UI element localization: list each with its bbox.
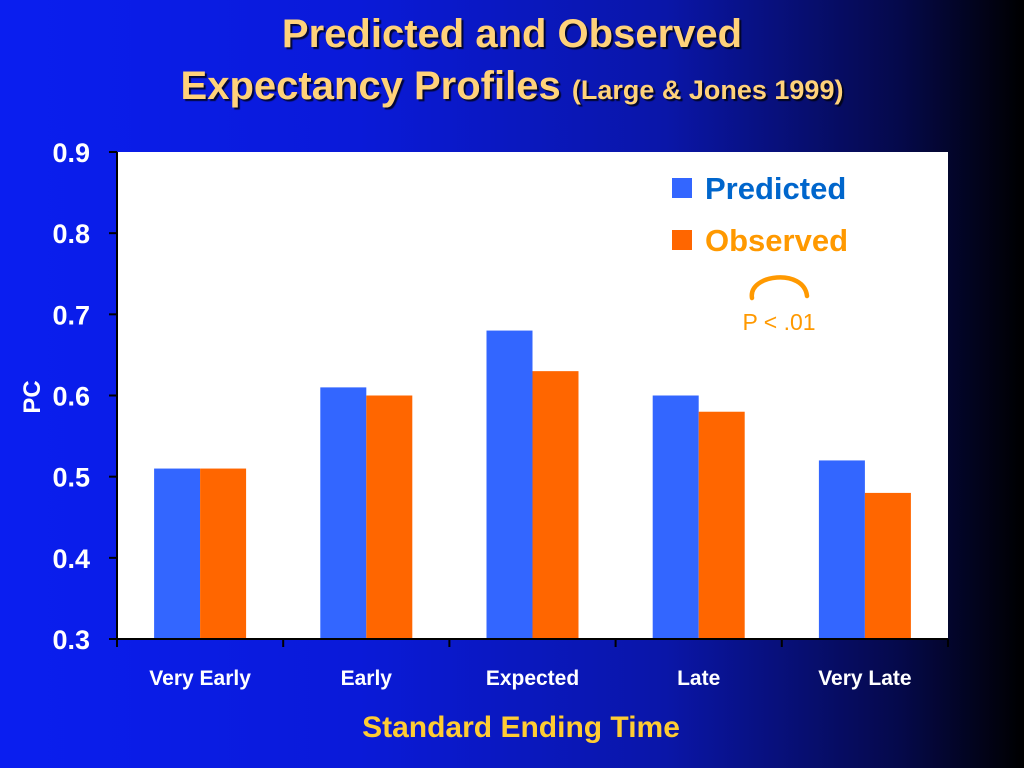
bar-predicted-late: [652, 395, 699, 639]
slide-title-reference: (Large & Jones 1999): [571, 75, 844, 105]
legend: Predicted Observed: [672, 171, 848, 258]
slide-title-line-1: Predicted and Observed: [281, 12, 743, 56]
y-tick-label: 0.9: [52, 138, 90, 168]
y-tick-label: 0.4: [52, 544, 90, 574]
x-tick-label: Very Early: [149, 667, 251, 690]
legend-swatch-predicted: [672, 178, 692, 198]
legend-label-observed: Observed: [705, 223, 848, 258]
y-tick-label: 0.5: [52, 463, 90, 493]
bar-predicted-expected: [486, 330, 533, 639]
bar-predicted-very-early: [154, 468, 201, 639]
bar-observed-very-early: [200, 468, 247, 639]
bar-observed-late: [698, 411, 745, 639]
bar-predicted-early: [320, 387, 367, 639]
x-axis-label: Standard Ending Time: [362, 711, 680, 744]
significance-bracket-icon: [749, 275, 810, 301]
y-tick-label: 0.6: [52, 382, 90, 412]
significance-annotation: P < .01: [742, 309, 815, 335]
y-tick-label: 0.8: [52, 219, 90, 249]
x-tick-label: Very Late: [818, 667, 911, 690]
axes-group: Very Early Early Expected Late Very Late 0.3 0…: [52, 138, 949, 690]
x-tick-label: Expected: [486, 667, 579, 690]
bar-observed-early: [366, 395, 413, 639]
y-axis-label: PC: [19, 380, 46, 413]
slide-title-line-2: Expectancy Profiles (Large & Jones 1999): [0, 62, 1024, 114]
y-tick-label: 0.3: [52, 625, 90, 655]
y-tick-label: 0.7: [52, 300, 90, 330]
bars-group: [154, 330, 911, 639]
x-tick-label: Late: [677, 667, 720, 690]
bar-observed-expected: [532, 371, 579, 639]
legend-label-predicted: Predicted: [705, 171, 846, 206]
x-tick-label: Early: [341, 667, 393, 690]
bar-predicted-very-late: [818, 460, 865, 639]
bar-observed-very-late: [864, 492, 911, 639]
slide-title-main: Expectancy Profiles: [180, 64, 561, 108]
legend-swatch-observed: [672, 230, 692, 250]
